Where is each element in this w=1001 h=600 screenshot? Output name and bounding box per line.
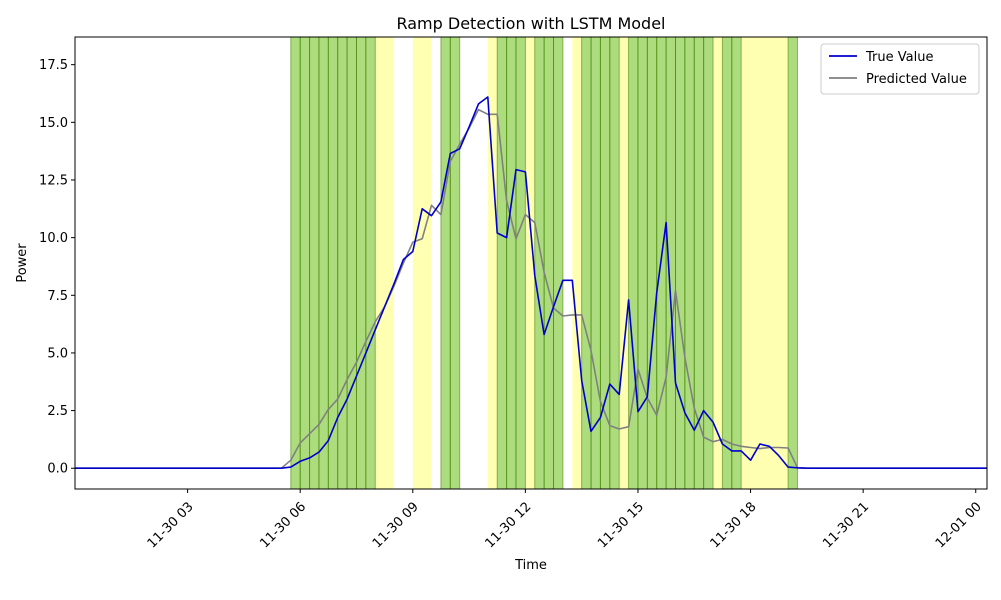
- ramp-band-green-32: [787, 37, 798, 489]
- ramp-band-yellow-1: [384, 37, 395, 489]
- series-line-true-value: [75, 96, 987, 470]
- ramp-band-green-2: [309, 37, 320, 489]
- ramp-band-green-29: [703, 37, 714, 489]
- ramp-band-green-5: [337, 37, 348, 489]
- ramp-band-yellow-0: [375, 37, 385, 489]
- ramp-bands: [290, 37, 798, 489]
- y-tick-label-7: 17.5: [39, 58, 68, 73]
- y-axis-ticks: 0.0 2.5 5.0 7.5 10.0 12.5 15.0 17.5: [39, 58, 75, 477]
- ramp-band-yellow-5: [525, 37, 535, 489]
- ramp-band-yellow-13: [778, 37, 789, 489]
- y-tick-label-0: 0.0: [47, 462, 68, 477]
- ramp-band-green-11: [496, 37, 508, 489]
- ramp-band-green-6: [346, 37, 357, 489]
- ramp-band-yellow-8: [713, 37, 723, 489]
- ramp-band-green-15: [543, 37, 555, 489]
- y-axis-label: Power: [15, 243, 30, 283]
- ramp-band-yellow-4: [487, 37, 498, 489]
- ramp-band-green-12: [506, 37, 517, 489]
- ramp-band-green-10: [449, 37, 461, 489]
- ramp-band-green-30: [721, 37, 733, 489]
- ramp-band-green-26: [674, 37, 686, 489]
- y-tick-label-6: 15.0: [39, 116, 68, 131]
- ramp-band-green-20: [609, 37, 620, 489]
- y-tick-label-1: 2.5: [47, 404, 68, 419]
- ramp-band-green-1: [299, 37, 311, 489]
- legend-label-true-value: True Value: [865, 50, 933, 65]
- series-lines: [75, 96, 987, 470]
- ramp-band-green-13: [515, 37, 526, 489]
- ramp-band-green-16: [553, 37, 564, 489]
- ramp-band-yellow-7: [619, 37, 629, 489]
- ramp-band-yellow-9: [741, 37, 751, 489]
- ramp-band-green-9: [440, 37, 451, 489]
- ramp-band-yellow-12: [769, 37, 779, 489]
- y-tick-label-3: 7.5: [47, 289, 68, 304]
- ramp-band-green-22: [637, 37, 648, 489]
- ramp-band-yellow-3: [422, 37, 432, 489]
- y-tick-label-4: 10.0: [39, 231, 68, 246]
- ramp-band-yellow-6: [572, 37, 582, 489]
- legend-label-predicted-value: Predicted Value: [866, 72, 967, 87]
- ramp-band-green-25: [665, 37, 676, 489]
- ramp-band-yellow-2: [412, 37, 423, 489]
- legend-box: [820, 43, 980, 95]
- ramp-band-green-23: [646, 37, 658, 489]
- y-tick-label-2: 5.0: [47, 346, 68, 361]
- plot-frame: [74, 36, 988, 490]
- y-tick-label-5: 12.5: [39, 173, 68, 188]
- ramp-band-green-8: [365, 37, 376, 489]
- ramp-band-green-18: [590, 37, 601, 489]
- ramp-band-green-0: [290, 37, 301, 489]
- x-axis-label: Time: [514, 558, 547, 573]
- legend: True Value Predicted Value: [820, 43, 980, 95]
- chart-title: Ramp Detection with LSTM Model: [396, 14, 665, 33]
- ramp-band-green-31: [731, 37, 742, 489]
- ramp-band-green-7: [355, 37, 367, 489]
- ramp-band-yellow-10: [750, 37, 760, 489]
- ramp-band-yellow-11: [759, 37, 770, 489]
